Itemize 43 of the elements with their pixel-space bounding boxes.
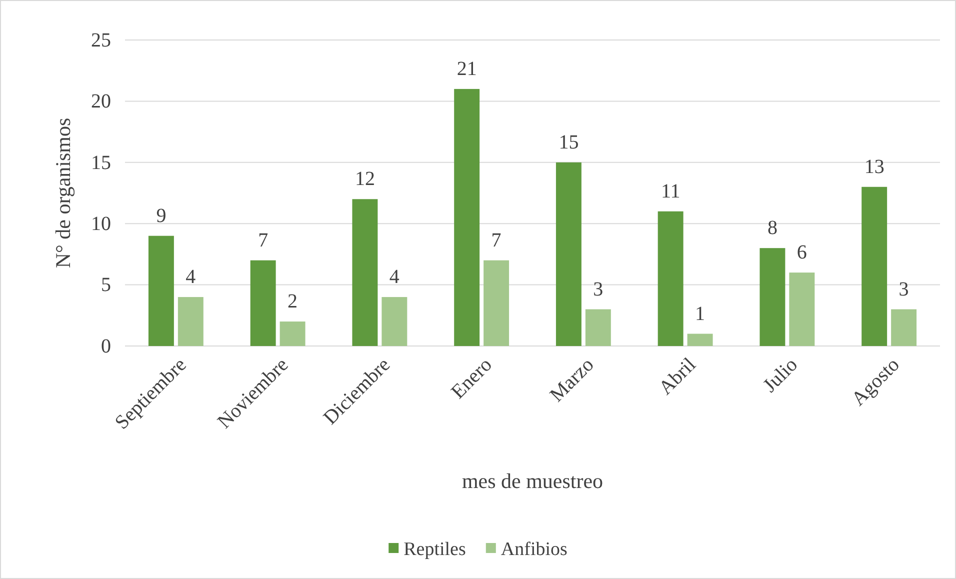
y-tick-label: 5 [101, 274, 111, 296]
bar [352, 199, 378, 346]
data-label: 4 [186, 266, 196, 288]
data-label: 6 [796, 242, 807, 264]
data-label: 7 [491, 229, 502, 252]
bar [280, 322, 306, 346]
data-label: 15 [558, 131, 579, 154]
bar [148, 236, 174, 346]
y-tick-label: 25 [91, 29, 111, 52]
data-label: 2 [288, 290, 298, 313]
bar [862, 186, 888, 346]
y-axis-title: N° de organismos [51, 118, 75, 268]
data-label: 8 [767, 217, 778, 240]
bar [687, 334, 713, 346]
bar [891, 309, 917, 346]
bar [585, 309, 611, 346]
bar [484, 260, 510, 346]
data-label: 4 [389, 266, 400, 288]
data-label: 21 [456, 58, 477, 80]
y-tick-label: 15 [91, 152, 111, 174]
bar [454, 88, 480, 346]
data-label: 9 [156, 204, 166, 227]
x-tick-label: Julio [758, 354, 802, 397]
data-label: 3 [593, 278, 604, 300]
y-tick-label: 10 [91, 213, 111, 235]
data-label: 3 [898, 278, 909, 300]
bar [178, 297, 204, 346]
bar [382, 297, 408, 346]
bar [658, 211, 684, 346]
bar [250, 260, 276, 346]
data-label: 13 [864, 156, 884, 178]
bar [556, 162, 582, 346]
x-axis-title: mes de muestreo [462, 469, 604, 493]
y-tick-label: 0 [101, 335, 111, 358]
bar [789, 272, 815, 346]
data-label: 7 [258, 229, 268, 252]
legend-label: Reptiles [404, 538, 466, 560]
data-label: 1 [695, 302, 706, 325]
data-label: 11 [660, 180, 680, 202]
y-tick-label: 20 [91, 90, 111, 113]
legend-label: Anfibios [500, 538, 568, 560]
bar [760, 248, 786, 346]
data-label: 12 [354, 168, 375, 190]
